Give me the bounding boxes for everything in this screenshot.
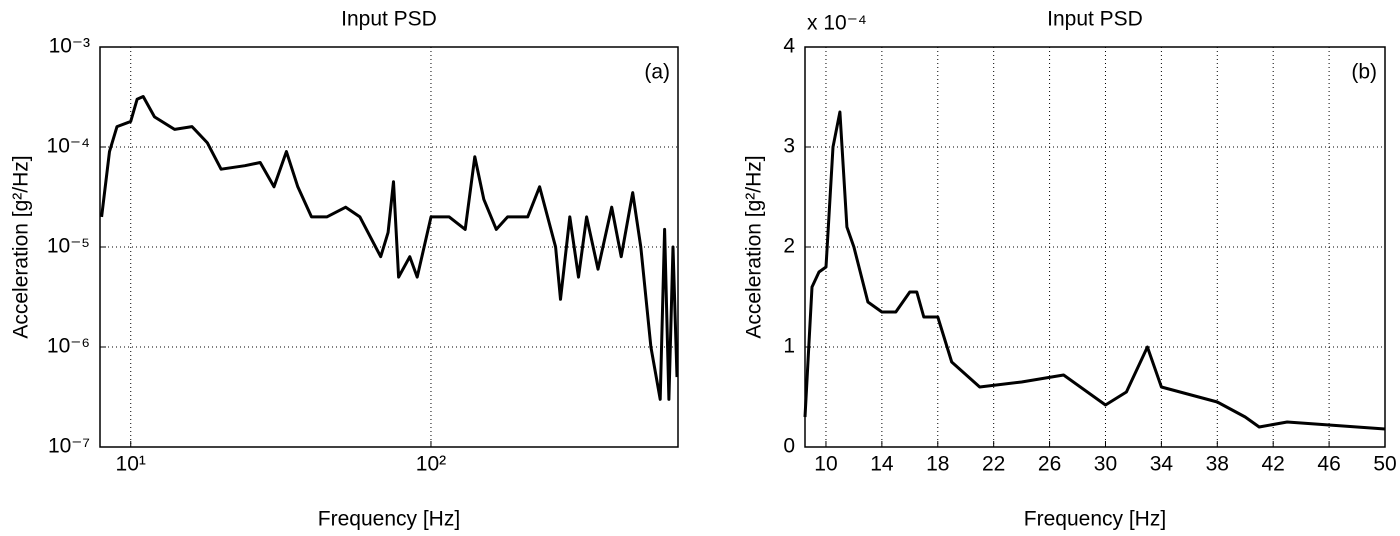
x-tick-label: 34	[1150, 453, 1174, 476]
panel-label: (b)	[1351, 61, 1377, 84]
y-axis-label: Acceleration [g²/Hz]	[743, 155, 766, 338]
x-tick-label: 18	[926, 453, 949, 476]
chart-title: Input PSD	[1047, 8, 1143, 31]
x-tick-label: 30	[1094, 453, 1117, 476]
x-tick-label: 10¹	[116, 453, 146, 476]
axes-frame	[99, 46, 679, 448]
x-tick-label: 10²	[416, 453, 446, 476]
y-scale-label: x 10⁻⁴	[807, 12, 867, 35]
x-tick-label: 38	[1206, 453, 1229, 476]
y-axis-label: Acceleration [g²/Hz]	[10, 155, 33, 338]
y-tick-label: 0	[783, 435, 795, 458]
y-tick-label: 2	[783, 235, 795, 258]
y-tick-label: 1	[783, 335, 795, 358]
y-tick-label: 3	[783, 135, 795, 158]
x-tick-label: 10	[814, 453, 837, 476]
x-tick-label: 46	[1317, 453, 1340, 476]
x-tick-label: 14	[870, 453, 894, 476]
psd-line	[100, 95, 679, 401]
x-axis-label: Frequency [Hz]	[1024, 508, 1166, 531]
y-tick-label: 4	[783, 35, 795, 58]
axes-frame	[804, 46, 1386, 448]
y-tick-label: 10⁻⁵	[47, 235, 90, 258]
x-tick-label: 22	[982, 453, 1005, 476]
x-tick-label: 50	[1373, 453, 1396, 476]
chart-title: Input PSD	[341, 8, 437, 31]
y-tick-label: 10⁻⁶	[47, 335, 90, 358]
x-tick-label: 26	[1038, 453, 1061, 476]
x-axis-label: Frequency [Hz]	[318, 508, 460, 531]
psd-line	[803, 110, 1386, 431]
x-tick-label: 42	[1262, 453, 1285, 476]
y-tick-label: 10⁻³	[49, 35, 90, 58]
y-tick-label: 10⁻⁷	[48, 435, 90, 458]
y-tick-label: 10⁻⁴	[47, 135, 90, 158]
panel-label: (a)	[644, 61, 670, 84]
